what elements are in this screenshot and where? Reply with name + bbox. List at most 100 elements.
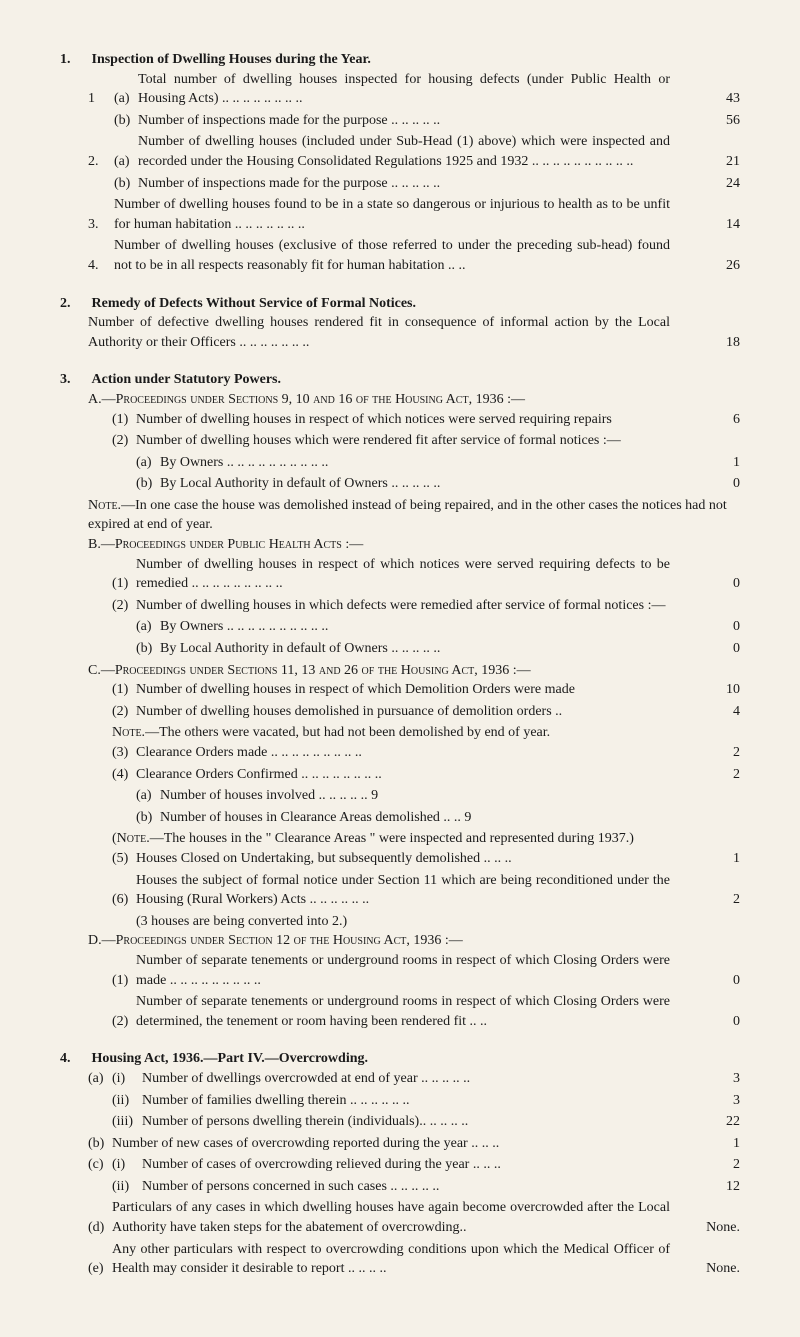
num: (2)	[112, 431, 136, 451]
sub-num: (iii)	[112, 1112, 142, 1132]
note-text: —The others were vacated, but had not be…	[145, 725, 550, 740]
item-value: 56	[670, 111, 740, 131]
s1-item-1b: (b) Number of inspections made for the p…	[88, 111, 740, 131]
item-value: 3	[670, 1069, 740, 1089]
lead-num: 1	[88, 89, 114, 109]
num: (b)	[88, 1134, 112, 1154]
section-4-num: 4.	[60, 1049, 88, 1069]
item-text: Houses Closed on Undertaking, but subseq…	[136, 849, 670, 869]
num: (6)	[112, 890, 136, 910]
item-text: Number of dwelling houses (included unde…	[138, 132, 670, 171]
item-value: 2	[670, 1155, 740, 1175]
s3-D-heading: D.—Proceedings under Section 12 of the H…	[88, 931, 740, 951]
s4-c-i: (c) (i) Number of cases of overcrowding …	[88, 1155, 740, 1175]
num: (5)	[112, 849, 136, 869]
item-text: Any other particulars with respect to ov…	[112, 1240, 670, 1279]
item-text: Number of dwelling houses demolished in …	[136, 702, 670, 722]
num: (b)	[136, 808, 160, 828]
item-text: Number of dwelling houses which were ren…	[136, 431, 670, 451]
item-value: 12	[670, 1177, 740, 1197]
item-value: None.	[670, 1259, 740, 1279]
lead-num: 4.	[88, 256, 114, 276]
note2-text: —The houses in the " Clearance Areas " w…	[150, 831, 634, 846]
note-text: —In one case the house was demolished in…	[88, 498, 727, 533]
num: (3)	[112, 743, 136, 763]
s3-C-heading: C.—Proceedings under Sections 11, 13 and…	[88, 661, 740, 681]
item-text: Number of separate tenements or undergro…	[136, 951, 670, 990]
s3-C-note: Note.—The others were vacated, but had n…	[88, 723, 740, 743]
num: (e)	[88, 1259, 112, 1279]
item-value: 10	[670, 680, 740, 700]
num: (a)	[136, 786, 160, 806]
item-value: 0	[670, 617, 740, 637]
s1-item-2b: (b) Number of inspections made for the p…	[88, 174, 740, 194]
s3-C4a: (a) Number of houses involved .. .. .. .…	[88, 786, 740, 806]
s3-C3: (3) Clearance Orders made .. .. .. .. ..…	[88, 743, 740, 763]
sub-letter: (b)	[114, 111, 138, 131]
item-text: Total number of dwelling houses inspecte…	[138, 70, 670, 109]
section-2-num: 2.	[60, 294, 88, 314]
s1-item-4: 4. Number of dwelling houses (exclusive …	[88, 236, 740, 275]
item-value: 43	[670, 89, 740, 109]
s3-D2: (2) Number of separate tenements or unde…	[88, 992, 740, 1031]
sub-num: (i)	[112, 1069, 142, 1089]
s3-B2b: (b) By Local Authority in default of Own…	[88, 639, 740, 659]
item-text: By Local Authority in default of Owners …	[160, 639, 670, 659]
s3-A-note: Note.—In one case the house was demolish…	[88, 496, 740, 535]
item-value: 22	[670, 1112, 740, 1132]
item-value: None.	[670, 1218, 740, 1238]
item-text: Particulars of any cases in which dwelli…	[112, 1198, 670, 1237]
s4-c-ii: (ii) Number of persons concerned in such…	[88, 1177, 740, 1197]
item-value: 4	[670, 702, 740, 722]
item-text: Number of houses in Clearance Areas demo…	[160, 808, 670, 828]
item-text: Number of dwelling houses in respect of …	[136, 680, 670, 700]
s3-A1: (1) Number of dwelling houses in respect…	[88, 410, 740, 430]
sub-num: (ii)	[112, 1177, 142, 1197]
num: (d)	[88, 1218, 112, 1238]
item-text: Number of dwellings overcrowded at end o…	[142, 1069, 670, 1089]
item-text: By Local Authority in default of Owners …	[160, 474, 670, 494]
s3-D1: (1) Number of separate tenements or unde…	[88, 951, 740, 990]
s4-a-i: (a) (i) Number of dwellings overcrowded …	[88, 1069, 740, 1089]
item-text: Number of dwelling houses in respect of …	[136, 410, 670, 430]
num: (b)	[136, 639, 160, 659]
item-text: Number of families dwelling therein .. .…	[142, 1091, 670, 1111]
sub-letter: (a)	[114, 89, 138, 109]
s3-C2: (2) Number of dwelling houses demolished…	[88, 702, 740, 722]
sub-letter: (b)	[114, 174, 138, 194]
s2-body: Number of defective dwelling houses rend…	[88, 313, 740, 352]
item-text: Number of persons dwelling therein (indi…	[142, 1112, 670, 1132]
item-text: By Owners .. .. .. .. .. .. .. .. .. ..	[160, 453, 670, 473]
item-text: Number of dwelling houses in which defec…	[136, 596, 670, 616]
num: (a)	[136, 617, 160, 637]
item-value: 0	[670, 639, 740, 659]
item-value: 0	[670, 971, 740, 991]
num: (1)	[112, 574, 136, 594]
num: (a)	[88, 1069, 112, 1089]
item-value: 1	[670, 1134, 740, 1154]
s3-B2a: (a) By Owners .. .. .. .. .. .. .. .. ..…	[88, 617, 740, 637]
section-4: 4. Housing Act, 1936.—Part IV.—Overcrowd…	[60, 1049, 740, 1279]
num: (4)	[112, 765, 136, 785]
item-value: 21	[670, 152, 740, 172]
s3-A2a: (a) By Owners .. .. .. .. .. .. .. .. ..…	[88, 453, 740, 473]
item-text: Number of inspections made for the purpo…	[138, 111, 670, 131]
item-text: Number of persons concerned in such case…	[142, 1177, 670, 1197]
section-1-title: Inspection of Dwelling Houses during the…	[92, 52, 371, 67]
s3-B-heading: B.—Proceedings under Public Health Acts …	[88, 535, 740, 555]
item-text: Number of cases of overcrowding relieved…	[142, 1155, 670, 1175]
section-1: 1. Inspection of Dwelling Houses during …	[60, 50, 740, 276]
s3-C5: (5) Houses Closed on Undertaking, but su…	[88, 849, 740, 869]
sub-letter: (a)	[114, 152, 138, 172]
num: (c)	[88, 1155, 112, 1175]
num: (1)	[112, 680, 136, 700]
num: (1)	[112, 971, 136, 991]
s4-b: (b) Number of new cases of overcrowding …	[88, 1134, 740, 1154]
sub-num: (i)	[112, 1155, 142, 1175]
section-3: 3. Action under Statutory Powers. A.—Pro…	[60, 370, 740, 1031]
item-value: 0	[670, 474, 740, 494]
s3-C-note2: (Note.—The houses in the " Clearance Are…	[88, 829, 740, 849]
item-text: Number of separate tenements or undergro…	[136, 992, 670, 1031]
s3-A-heading: A.—Proceedings under Sections 9, 10 and …	[88, 390, 740, 410]
item-value: 2	[670, 743, 740, 763]
